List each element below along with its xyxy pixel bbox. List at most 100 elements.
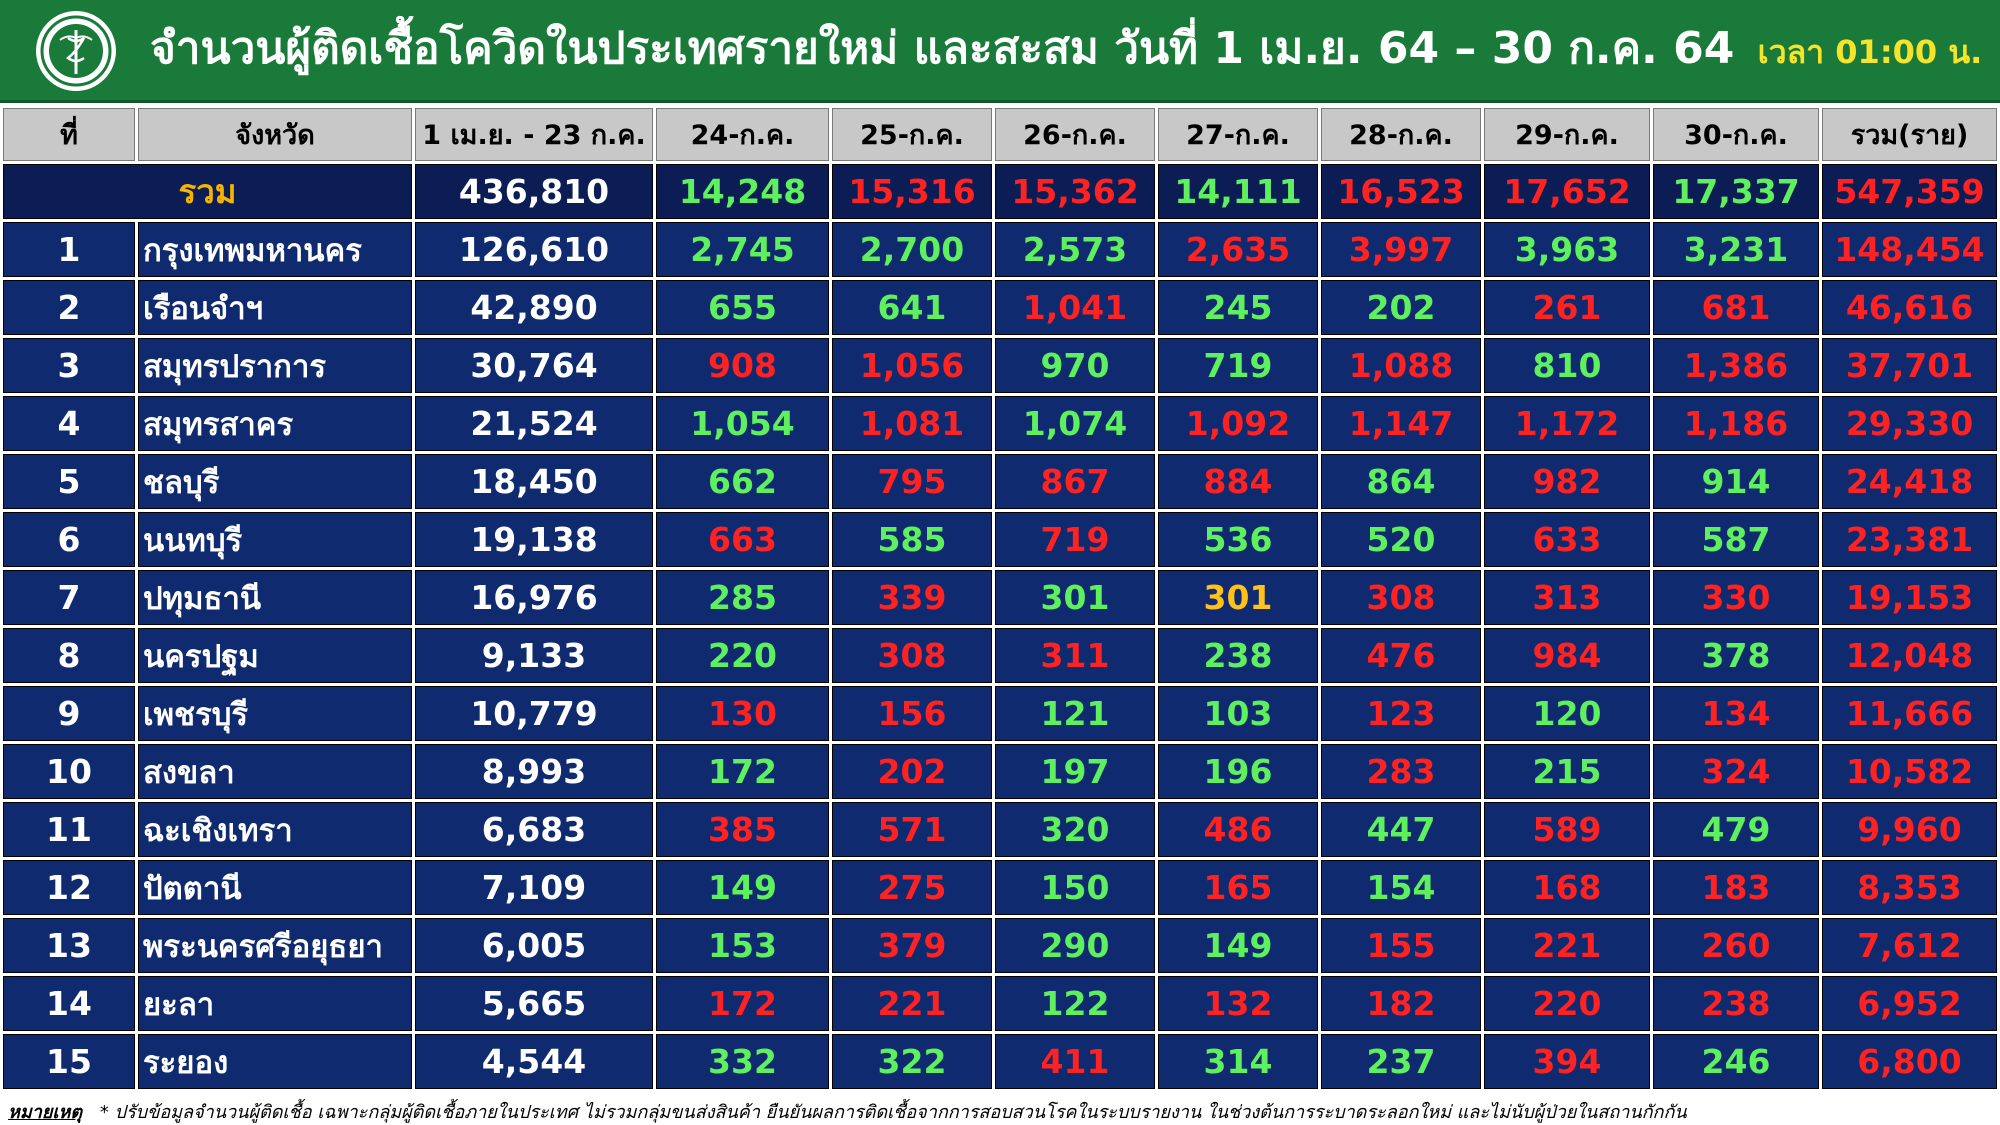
- row-sum: 6,800: [1822, 1034, 1997, 1089]
- row-day-cell: 168: [1484, 860, 1650, 915]
- row-province: สงขลา: [138, 744, 412, 799]
- row-day-cell: 320: [995, 802, 1155, 857]
- row-day-cell: 1,081: [832, 396, 992, 451]
- total-day-cell: 15,362: [995, 164, 1155, 219]
- row-day-cell: 2,745: [656, 222, 829, 277]
- row-base: 7,109: [415, 860, 653, 915]
- row-day-cell: 1,092: [1158, 396, 1318, 451]
- row-day-cell: 221: [1484, 918, 1650, 973]
- row-day-cell: 476: [1321, 628, 1481, 683]
- table-row: 15 ระยอง 4,544 332 322 411 314 237 394 246 6,800: [3, 1034, 1997, 1089]
- total-row: รวม 436,810 14,248 15,316 15,362 14,111 …: [3, 164, 1997, 219]
- title-text: จำนวนผู้ติดเชื้อโควิดในประเทศรายใหม่ และ…: [150, 23, 1735, 74]
- row-day-cell: 155: [1321, 918, 1481, 973]
- row-day-cell: 447: [1321, 802, 1481, 857]
- row-rank: 7: [3, 570, 135, 625]
- col-header-day: 28-ก.ค.: [1321, 108, 1481, 161]
- table-row: 14 ยะลา 5,665 172 221 122 132 182 220 238 6,952: [3, 976, 1997, 1031]
- row-day-cell: 2,635: [1158, 222, 1318, 277]
- col-header-day: 25-ก.ค.: [832, 108, 992, 161]
- row-day-cell: 330: [1653, 570, 1819, 625]
- row-base: 6,683: [415, 802, 653, 857]
- row-day-cell: 311: [995, 628, 1155, 683]
- table-row: 5 ชลบุรี 18,450 662 795 867 884 864 982 914 24,418: [3, 454, 1997, 509]
- row-sum: 8,353: [1822, 860, 1997, 915]
- row-day-cell: 795: [832, 454, 992, 509]
- row-day-cell: 486: [1158, 802, 1318, 857]
- row-day-cell: 182: [1321, 976, 1481, 1031]
- row-base: 16,976: [415, 570, 653, 625]
- row-day-cell: 411: [995, 1034, 1155, 1089]
- row-province: นครปฐม: [138, 628, 412, 683]
- row-day-cell: 153: [656, 918, 829, 973]
- row-province: เรือนจำฯ: [138, 280, 412, 335]
- row-day-cell: 150: [995, 860, 1155, 915]
- row-rank: 10: [3, 744, 135, 799]
- row-province: เพชรบุรี: [138, 686, 412, 741]
- row-day-cell: 149: [1158, 918, 1318, 973]
- row-sum: 148,454: [1822, 222, 1997, 277]
- row-day-cell: 301: [995, 570, 1155, 625]
- ministry-seal-icon: [36, 11, 116, 91]
- row-rank: 8: [3, 628, 135, 683]
- row-day-cell: 1,088: [1321, 338, 1481, 393]
- table-row: 10 สงขลา 8,993 172 202 197 196 283 215 324 10,582: [3, 744, 1997, 799]
- row-day-cell: 867: [995, 454, 1155, 509]
- row-rank: 6: [3, 512, 135, 567]
- row-day-cell: 324: [1653, 744, 1819, 799]
- row-sum: 37,701: [1822, 338, 1997, 393]
- row-day-cell: 663: [656, 512, 829, 567]
- row-day-cell: 589: [1484, 802, 1650, 857]
- table-row: 2 เรือนจำฯ 42,890 655 641 1,041 245 202 261 681 46…: [3, 280, 1997, 335]
- row-day-cell: 172: [656, 976, 829, 1031]
- row-base: 9,133: [415, 628, 653, 683]
- row-day-cell: 202: [1321, 280, 1481, 335]
- row-rank: 4: [3, 396, 135, 451]
- row-day-cell: 260: [1653, 918, 1819, 973]
- table-row: 7 ปทุมธานี 16,976 285 339 301 301 308 313 330 19,1…: [3, 570, 1997, 625]
- row-rank: 9: [3, 686, 135, 741]
- row-day-cell: 1,386: [1653, 338, 1819, 393]
- row-day-cell: 520: [1321, 512, 1481, 567]
- row-day-cell: 914: [1653, 454, 1819, 509]
- row-province: สมุทรสาคร: [138, 396, 412, 451]
- row-day-cell: 394: [1484, 1034, 1650, 1089]
- row-sum: 46,616: [1822, 280, 1997, 335]
- row-day-cell: 122: [995, 976, 1155, 1031]
- col-header-day: 27-ก.ค.: [1158, 108, 1318, 161]
- row-sum: 23,381: [1822, 512, 1997, 567]
- row-base: 10,779: [415, 686, 653, 741]
- row-day-cell: 662: [656, 454, 829, 509]
- footnote-label: หมายเหตุ: [8, 1102, 83, 1123]
- row-province: ชลบุรี: [138, 454, 412, 509]
- col-header-rank: ที่: [3, 108, 135, 161]
- row-day-cell: 134: [1653, 686, 1819, 741]
- table-row: 3 สมุทรปราการ 30,764 908 1,056 970 719 1,088 810…: [3, 338, 1997, 393]
- row-rank: 1: [3, 222, 135, 277]
- row-day-cell: 202: [832, 744, 992, 799]
- col-header-total: รวม(ราย): [1822, 108, 1997, 161]
- row-day-cell: 908: [656, 338, 829, 393]
- row-day-cell: 103: [1158, 686, 1318, 741]
- row-day-cell: 154: [1321, 860, 1481, 915]
- total-day-cell: 14,111: [1158, 164, 1318, 219]
- row-rank: 2: [3, 280, 135, 335]
- row-day-cell: 3,963: [1484, 222, 1650, 277]
- row-province: ยะลา: [138, 976, 412, 1031]
- total-day-cell: 17,652: [1484, 164, 1650, 219]
- row-day-cell: 238: [1653, 976, 1819, 1031]
- footnote: หมายเหตุ * ปรับข้อมูลจำนวนผู้ติดเชื้อ เฉ…: [8, 1097, 1998, 1123]
- row-province: สมุทรปราการ: [138, 338, 412, 393]
- table-row: 13 พระนครศรีอยุธยา 6,005 153 379 290 149 155 221…: [3, 918, 1997, 973]
- table-row: 6 นนทบุรี 19,138 663 585 719 536 520 633 587 23,38…: [3, 512, 1997, 567]
- row-day-cell: 2,700: [832, 222, 992, 277]
- row-day-cell: 132: [1158, 976, 1318, 1031]
- row-day-cell: 1,054: [656, 396, 829, 451]
- table-row: 9 เพชรบุรี 10,779 130 156 121 103 123 120 134 11,6…: [3, 686, 1997, 741]
- row-rank: 5: [3, 454, 135, 509]
- row-day-cell: 655: [656, 280, 829, 335]
- row-day-cell: 261: [1484, 280, 1650, 335]
- col-header-day: 24-ก.ค.: [656, 108, 829, 161]
- row-base: 18,450: [415, 454, 653, 509]
- row-day-cell: 285: [656, 570, 829, 625]
